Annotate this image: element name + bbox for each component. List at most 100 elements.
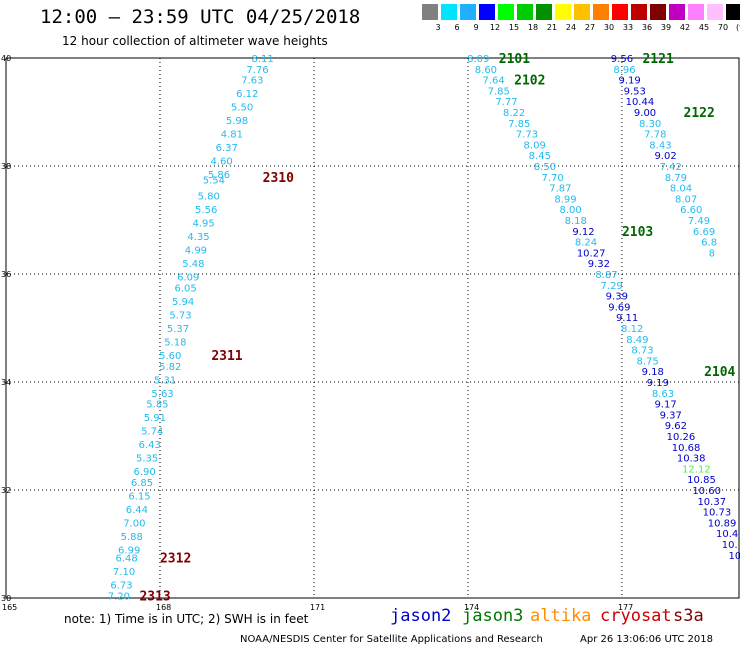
wave-height-value: 7.70	[542, 173, 564, 184]
wave-height-value: 8.12	[621, 324, 643, 335]
wave-height-value: 6.73	[110, 581, 132, 592]
scale-swatch	[612, 4, 628, 20]
wave-height-value: 10.4	[716, 529, 738, 540]
wave-height-value: 5.85	[146, 400, 168, 411]
wave-height-value: 7.49	[688, 216, 710, 227]
wave-height-value: 8.87	[595, 270, 617, 281]
wave-height-value: 5.80	[198, 192, 220, 203]
wave-height-value: 10.37	[697, 497, 726, 508]
legend-jason3: jason3	[462, 606, 524, 626]
legend-jason2: jason2	[390, 606, 452, 626]
page-title: 12:00 – 23:59 UTC 04/25/2018	[40, 6, 361, 28]
scale-label: 30	[603, 23, 615, 32]
scale-swatch	[498, 4, 514, 20]
scale-swatch	[726, 4, 740, 20]
wave-height-value: 9.39	[606, 292, 628, 303]
wave-height-value: 7.64	[482, 76, 504, 87]
wave-height-value: 9.12	[572, 227, 594, 238]
wave-height-value: 10.68	[672, 443, 701, 454]
wave-height-value: 5.88	[121, 532, 143, 543]
wave-height-value: 12.12	[682, 464, 711, 475]
wave-height-value: 8.63	[652, 389, 674, 400]
wave-height-value: 10.44	[626, 97, 655, 108]
wave-height-value: 8.18	[565, 216, 587, 227]
legend-s3a: s3a	[673, 606, 704, 626]
wave-height-value: 5.91	[144, 413, 166, 424]
scale-label: 3	[435, 23, 441, 32]
wave-height-value: 6.05	[175, 284, 197, 295]
wave-height-value: 9.69	[608, 302, 630, 313]
scale-label: 21	[546, 23, 558, 32]
scale-swatch	[479, 4, 495, 20]
lon-tick-label: 168	[156, 603, 171, 612]
wave-height-value: 7.78	[644, 130, 666, 141]
wave-height-value: 10	[728, 551, 740, 562]
wave-height-value: 5.35	[136, 454, 158, 465]
wave-height-value: 7.85	[488, 86, 510, 97]
wave-height-value: 8.22	[503, 108, 525, 119]
footer-credit: NOAA/NESDIS Center for Satellite Applica…	[240, 634, 543, 645]
wave-height-value: 8.09	[467, 54, 489, 65]
wave-height-value: 7.42	[660, 162, 682, 173]
lon-tick-label: 177	[618, 603, 633, 612]
wave-height-value: 5.50	[231, 103, 253, 114]
legend-note: note: 1) Time is in UTC; 2) SWH is in fe…	[64, 612, 309, 626]
wave-height-value: 5.31	[154, 375, 176, 386]
wave-height-value: 6.43	[139, 440, 161, 451]
wave-height-value: 7.20	[108, 591, 130, 602]
lat-tick-label: 34	[1, 378, 11, 387]
lon-tick-label: 171	[310, 603, 325, 612]
wave-height-value: 5.94	[172, 297, 194, 308]
wave-height-value: 9.19	[619, 76, 641, 87]
scale-swatch	[574, 4, 590, 20]
pass-label: 2313	[139, 589, 170, 604]
wave-height-value: 9.19	[647, 378, 669, 389]
pass-label: 2103	[622, 225, 653, 240]
scale-swatch	[650, 4, 666, 20]
scale-swatch	[422, 4, 438, 20]
scale-label: 33	[622, 23, 634, 32]
lon-tick-label: 174	[464, 603, 479, 612]
wave-height-value: 5.48	[182, 259, 204, 270]
wave-height-value: 6.44	[126, 505, 148, 516]
wave-height-value: 8.30	[639, 119, 661, 130]
wave-height-value: 8	[709, 248, 715, 259]
footer-timestamp: Apr 26 13:06:06 UTC 2018	[580, 634, 713, 645]
legend-cryosat: cryosat	[600, 606, 672, 626]
wave-height-value: 8.79	[665, 173, 687, 184]
lat-tick-label: 30	[1, 594, 11, 603]
legend-altika: altika	[530, 606, 592, 626]
pass-label: 2311	[211, 349, 242, 364]
wave-height-value: 8.60	[475, 65, 497, 76]
scale-swatch	[669, 4, 685, 20]
wave-height-value: 7.87	[549, 184, 571, 195]
wave-height-value: 4.35	[187, 232, 209, 243]
scale-label: 39	[660, 23, 672, 32]
scale-swatch	[593, 4, 609, 20]
wave-height-value: 9.02	[654, 151, 676, 162]
scale-swatch	[517, 4, 533, 20]
wave-height-value: 6.69	[693, 227, 715, 238]
wave-height-value: 10.73	[703, 508, 732, 519]
wave-height-value: 5.73	[169, 311, 191, 322]
scale-label: 12	[489, 23, 501, 32]
scale-swatch	[555, 4, 571, 20]
wave-height-value: 5.74	[141, 427, 163, 438]
wave-height-value: 7.29	[601, 281, 623, 292]
wave-height-value: 6.37	[216, 143, 238, 154]
wave-height-value: 5.82	[159, 362, 181, 373]
lat-tick-label: 38	[1, 162, 11, 171]
wave-height-value: 8.04	[670, 184, 692, 195]
scale-swatch	[536, 4, 552, 20]
wave-height-value: 10.85	[687, 475, 716, 486]
wave-height-value: 5.63	[151, 389, 173, 400]
wave-height-value: 9.11	[616, 313, 638, 324]
wave-height-value: 9.17	[654, 400, 676, 411]
pass-label: 2104	[704, 365, 735, 380]
wave-height-value: 7.00	[123, 518, 145, 529]
scale-label: 24	[565, 23, 577, 32]
wave-height-value: 7.77	[495, 97, 517, 108]
wave-height-value: 9.00	[634, 108, 656, 119]
wave-height-value: 6.99	[118, 545, 140, 556]
